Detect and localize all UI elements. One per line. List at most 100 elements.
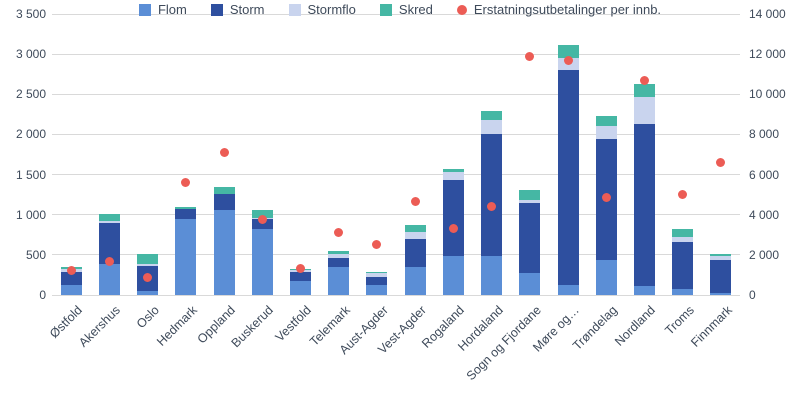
dot-marker bbox=[295, 264, 305, 274]
dot-marker bbox=[601, 193, 611, 203]
bar-segment-stormflo bbox=[404, 231, 426, 240]
left-axis-tick-label: 500 bbox=[25, 247, 46, 262]
bar-segment-stormflo bbox=[481, 119, 503, 134]
bar-segment-storm bbox=[404, 239, 426, 267]
bar-segment-stormflo bbox=[442, 172, 464, 181]
legend-swatch-flom bbox=[138, 3, 151, 16]
bar-segment-flom bbox=[213, 209, 235, 295]
left-axis-tick-label: 0 bbox=[39, 288, 46, 302]
dot-marker bbox=[219, 147, 229, 157]
bar-segment-skred bbox=[98, 213, 120, 222]
left-axis-tick-label: 3 500 bbox=[15, 7, 46, 21]
bar-segment-flom bbox=[137, 290, 159, 295]
legend-item-erstatning: Erstatningsutbetalinger per innb. bbox=[456, 2, 662, 17]
dot-marker bbox=[563, 55, 573, 65]
bar-segment-flom bbox=[98, 263, 120, 295]
legend-label-flom: Flom bbox=[157, 2, 187, 17]
bar-segment-skred bbox=[557, 45, 579, 59]
bar-segment-skred bbox=[442, 168, 464, 173]
dot-marker bbox=[104, 257, 114, 267]
legend-item-storm: Storm bbox=[210, 2, 265, 17]
bar-segment-flom bbox=[175, 218, 197, 295]
bar-segment-storm bbox=[710, 259, 732, 293]
bar-segment-skred bbox=[595, 115, 617, 127]
bar-segment-skred bbox=[672, 229, 694, 238]
bar-segment-flom bbox=[595, 259, 617, 295]
legend-label-skred: Skred bbox=[398, 2, 433, 17]
bar-segment-skred bbox=[137, 254, 159, 265]
legend-swatch-stormflo bbox=[288, 3, 301, 16]
right-axis-tick-label: 14 000 bbox=[749, 7, 786, 21]
bar-segment-flom bbox=[557, 285, 579, 295]
dot-marker bbox=[410, 197, 420, 207]
dot-marker bbox=[448, 224, 458, 234]
dot-marker bbox=[678, 190, 688, 200]
dot-marker bbox=[257, 215, 267, 225]
bar-segment-skred bbox=[251, 210, 273, 218]
legend-swatch-erstatning bbox=[456, 4, 467, 15]
dot-marker bbox=[143, 273, 153, 283]
bar-segment-storm bbox=[328, 258, 350, 268]
bar-segment-stormflo bbox=[519, 200, 541, 204]
gridline bbox=[52, 174, 740, 176]
bar-segment-skred bbox=[710, 254, 732, 257]
bar-segment-stormflo bbox=[633, 97, 655, 124]
legend-item-skred: Skred bbox=[379, 2, 433, 17]
bar-segment-stormflo bbox=[328, 254, 350, 259]
dot-marker bbox=[334, 228, 344, 238]
bar-segment-stormflo bbox=[137, 264, 159, 266]
right-axis-tick-label: 10 000 bbox=[749, 87, 786, 102]
right-axis-tick-label: 2 000 bbox=[749, 247, 780, 262]
bar-segment-flom bbox=[251, 229, 273, 295]
left-axis-tick-label: 2 500 bbox=[15, 87, 46, 102]
bar-segment-stormflo bbox=[98, 221, 120, 224]
bar-segment-flom bbox=[519, 272, 541, 295]
bar-segment-storm bbox=[213, 194, 235, 210]
right-axis-tick-label: 8 000 bbox=[749, 127, 780, 142]
right-axis-tick-label: 12 000 bbox=[749, 47, 786, 62]
bar-segment-skred bbox=[366, 271, 388, 273]
legend-swatch-storm bbox=[210, 3, 223, 16]
bar-segment-storm bbox=[289, 271, 311, 281]
legend-label-erstatning: Erstatningsutbetalinger per innb. bbox=[473, 2, 662, 17]
bar-segment-skred bbox=[519, 190, 541, 201]
left-axis-tick-label: 3 000 bbox=[15, 47, 46, 62]
bar-segment-flom bbox=[633, 286, 655, 295]
bar-segment-flom bbox=[328, 267, 350, 295]
bar-segment-storm bbox=[442, 180, 464, 257]
bar-segment-stormflo bbox=[710, 256, 732, 260]
bar-segment-flom bbox=[442, 256, 464, 295]
legend-label-stormflo: Stormflo bbox=[307, 2, 356, 17]
bar-segment-flom bbox=[481, 256, 503, 295]
bar-segment-flom bbox=[710, 292, 732, 295]
gridline bbox=[52, 214, 740, 216]
bar-segment-flom bbox=[404, 266, 426, 295]
legend-label-storm: Storm bbox=[229, 2, 265, 17]
bar-segment-skred bbox=[328, 251, 350, 255]
bar-segment-storm bbox=[519, 203, 541, 273]
gridline bbox=[52, 13, 740, 15]
bar-segment-stormflo bbox=[366, 272, 388, 278]
bar-segment-skred bbox=[404, 224, 426, 232]
legend-swatch-skred bbox=[379, 3, 392, 16]
dot-marker bbox=[716, 158, 726, 168]
bar-segment-storm bbox=[175, 209, 197, 219]
dot-marker bbox=[639, 75, 649, 85]
dot-marker bbox=[66, 266, 76, 276]
bar-segment-flom bbox=[366, 284, 388, 295]
bar-segment-flom bbox=[289, 280, 311, 295]
bar-segment-flom bbox=[672, 288, 694, 295]
right-axis-tick-label: 6 000 bbox=[749, 167, 780, 182]
bar-segment-skred bbox=[481, 111, 503, 120]
bar-segment-stormflo bbox=[672, 237, 694, 242]
right-axis-tick-label: 4 000 bbox=[749, 207, 780, 222]
bar-segment-storm bbox=[60, 271, 82, 285]
legend-item-stormflo: Stormflo bbox=[288, 2, 356, 17]
bar-segment-storm bbox=[481, 133, 503, 257]
dot-marker bbox=[525, 51, 535, 61]
left-axis-tick-label: 2 000 bbox=[15, 127, 46, 142]
gridline bbox=[52, 294, 740, 296]
dot-marker bbox=[372, 240, 382, 250]
legend-item-flom: Flom bbox=[138, 2, 187, 17]
bar-segment-skred bbox=[633, 84, 655, 98]
